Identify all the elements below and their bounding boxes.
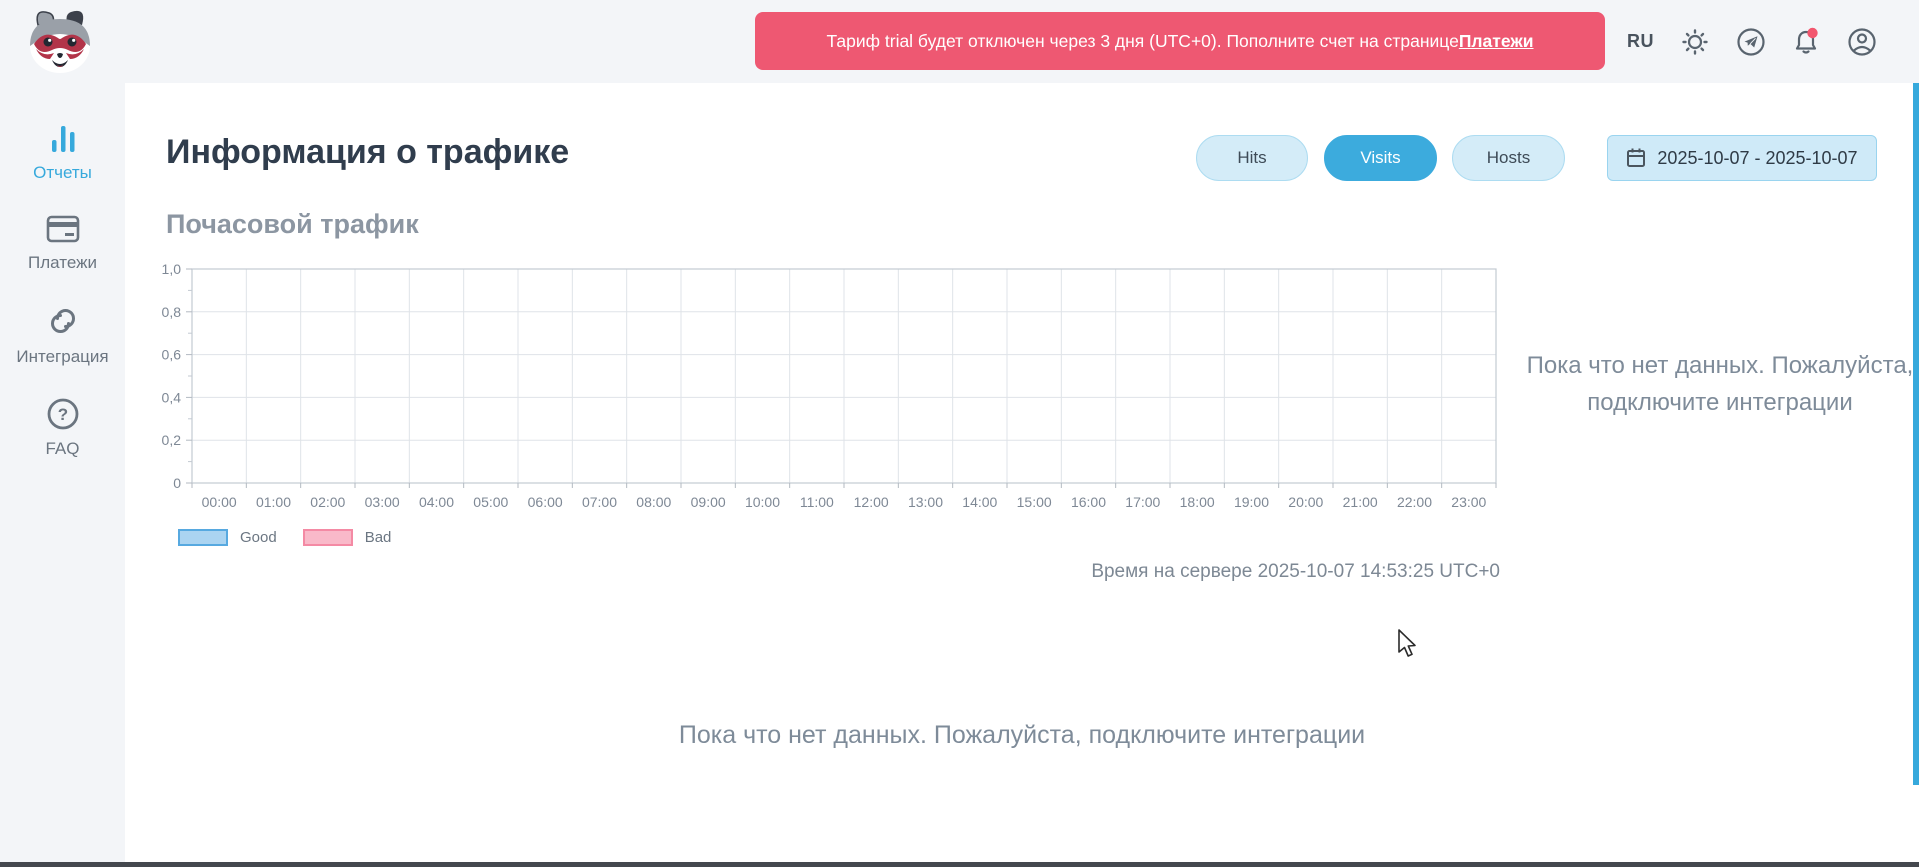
credit-card-icon [45,213,81,245]
svg-text:?: ? [57,405,67,424]
sidebar-item-label: Интеграция [0,347,125,367]
hourly-traffic-chart: 0 0,2 0,4 0,6 0,8 1,0 00:00 01:00 02:00 03:00 04:0… [150,255,1510,527]
svg-text:13:00: 13:00 [908,494,943,510]
server-time-label: Время на сервере 2025-10-07 14:53:25 UTC… [1000,561,1500,583]
top-bar: Тариф trial будет отключен через 3 дня (… [0,0,1919,83]
svg-text:10:00: 10:00 [745,494,780,510]
svg-text:17:00: 17:00 [1125,494,1160,510]
svg-text:14:00: 14:00 [962,494,997,510]
bar-chart-icon [46,123,80,155]
empty-state-bottom-message: Пока что нет данных. Пожалуйста, подключ… [125,721,1919,750]
svg-text:07:00: 07:00 [582,494,617,510]
svg-text:05:00: 05:00 [473,494,508,510]
sidebar-nav: Отчеты Платежи Интеграция ? FAQ [0,83,125,862]
svg-text:21:00: 21:00 [1343,494,1378,510]
sidebar-item-integration[interactable]: Интеграция [0,303,125,367]
svg-text:0,8: 0,8 [162,304,182,320]
notifications-bell-icon[interactable] [1791,26,1821,58]
payments-link[interactable]: Платежи [1459,31,1534,52]
legend-label-bad: Bad [365,529,392,546]
notification-badge-dot [1807,28,1817,38]
date-range-picker[interactable]: 2025-10-07 - 2025-10-07 [1607,135,1877,181]
svg-text:0: 0 [173,475,181,491]
svg-text:22:00: 22:00 [1397,494,1432,510]
trial-alert-banner: Тариф trial будет отключен через 3 дня (… [755,12,1605,70]
raccoon-logo[interactable] [24,5,96,77]
tab-hits[interactable]: Hits [1196,135,1308,181]
calendar-icon [1626,147,1646,169]
main-content: Информация о трафике Hits Visits Hosts 2… [125,83,1919,862]
vertical-scrollbar-thumb[interactable] [1913,83,1919,785]
legend-entry-good: Good [178,529,277,546]
sidebar-item-reports[interactable]: Отчеты [0,123,125,183]
legend-swatch-bad [303,529,353,546]
tab-hosts[interactable]: Hosts [1452,135,1565,181]
question-circle-icon: ? [46,397,80,431]
svg-text:09:00: 09:00 [691,494,726,510]
trial-alert-text: Тариф trial будет отключен через 3 дня (… [826,31,1458,52]
svg-text:02:00: 02:00 [310,494,345,510]
theme-sun-icon[interactable] [1680,26,1710,58]
legend-label-good: Good [240,529,277,546]
sidebar-item-label: Платежи [0,253,125,273]
svg-text:08:00: 08:00 [636,494,671,510]
window-bottom-edge [0,862,1919,867]
legend-entry-bad: Bad [303,529,392,546]
svg-text:18:00: 18:00 [1180,494,1215,510]
telegram-icon[interactable] [1736,26,1766,58]
date-range-value: 2025-10-07 - 2025-10-07 [1657,148,1857,169]
svg-text:1,0: 1,0 [162,261,182,277]
svg-text:11:00: 11:00 [800,494,834,510]
svg-text:06:00: 06:00 [528,494,563,510]
svg-text:16:00: 16:00 [1071,494,1106,510]
language-selector[interactable]: RU [1627,0,1654,83]
svg-text:20:00: 20:00 [1288,494,1323,510]
app-page: Тариф trial будет отключен через 3 дня (… [0,0,1919,867]
svg-text:0,4: 0,4 [162,389,182,405]
sidebar-item-payments[interactable]: Платежи [0,213,125,273]
page-title: Информация о трафике [166,133,569,172]
chart-section-title: Почасовой трафик [166,209,419,240]
svg-text:00:00: 00:00 [202,494,237,510]
svg-text:19:00: 19:00 [1234,494,1269,510]
svg-text:0,6: 0,6 [162,347,182,363]
svg-text:23:00: 23:00 [1451,494,1486,510]
empty-state-side-message: Пока что нет данных. Пожалуйста, подключ… [1520,347,1919,421]
svg-text:12:00: 12:00 [854,494,889,510]
integration-link-icon [45,303,81,339]
svg-text:15:00: 15:00 [1017,494,1052,510]
sidebar-item-faq[interactable]: ? FAQ [0,397,125,459]
sidebar-item-label: FAQ [0,439,125,459]
svg-text:0,2: 0,2 [162,432,182,448]
svg-text:04:00: 04:00 [419,494,454,510]
account-icon[interactable] [1847,26,1877,58]
svg-text:01:00: 01:00 [256,494,291,510]
chart-legend: Good Bad [178,529,417,546]
sidebar-item-label: Отчеты [0,163,125,183]
tab-visits[interactable]: Visits [1324,135,1437,181]
svg-text:03:00: 03:00 [365,494,400,510]
legend-swatch-good [178,529,228,546]
